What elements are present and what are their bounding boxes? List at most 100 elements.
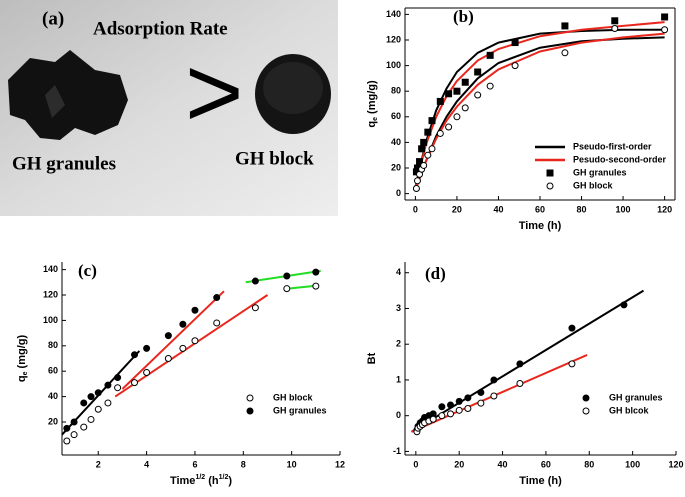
data-point: [63, 437, 71, 445]
y-tick-label: 140: [43, 264, 58, 274]
y-tick-label: 60: [48, 366, 58, 376]
legend-label: GH granules: [609, 392, 663, 402]
x-tick-label: 0: [413, 204, 418, 214]
x-tick-label: 20: [452, 204, 462, 214]
data-point: [143, 368, 151, 376]
data-point: [453, 113, 461, 121]
data-point: [420, 161, 428, 169]
panel-label: (c): [78, 261, 97, 280]
x-tick-label: 20: [454, 459, 464, 469]
y-tick-label: 40: [391, 137, 401, 147]
y-tick-label: 80: [391, 86, 401, 96]
axis-title-part: (mg/g): [16, 335, 28, 372]
y-tick-label: 0: [396, 410, 401, 420]
block-top: [263, 62, 323, 114]
data-point: [436, 129, 444, 137]
data-point: [516, 380, 524, 388]
axis-title-part: e: [372, 117, 379, 121]
y-tick-label: 3: [396, 303, 401, 313]
x-tick-label: 80: [577, 204, 587, 214]
data-point: [428, 145, 436, 153]
data-point: [490, 392, 498, 400]
data-point: [80, 399, 88, 407]
data-point: [474, 91, 482, 99]
fit-line: [414, 32, 665, 191]
data-point: [251, 277, 259, 285]
axis-title-part: Time (h): [519, 220, 562, 232]
axis-title-part: e: [22, 371, 29, 375]
y-tick-label: 20: [48, 416, 58, 426]
data-point: [511, 62, 519, 70]
y-tick-label: 80: [48, 340, 58, 350]
axis-title-part: Bt: [366, 352, 378, 364]
data-point: [191, 306, 199, 314]
x-tick-label: 120: [668, 459, 683, 469]
y-tick-label: 120: [386, 34, 401, 44]
axis-title-part: q: [16, 375, 28, 382]
legend-label: GH granules: [573, 167, 627, 177]
data-point: [455, 397, 463, 405]
data-point: [474, 68, 482, 76]
data-point: [412, 184, 420, 192]
data-point: [143, 344, 151, 352]
data-point: [490, 376, 498, 384]
data-point: [568, 360, 576, 368]
legend-label: GH block: [273, 392, 314, 402]
axis-title-part: 1/2: [219, 474, 229, 481]
axis-title: qe (mg/g): [16, 335, 29, 383]
y-tick-label: 100: [386, 60, 401, 70]
data-point: [511, 39, 519, 47]
data-point: [445, 90, 453, 98]
data-point: [131, 351, 139, 359]
data-point: [429, 415, 437, 423]
data-point: [114, 374, 122, 382]
data-point: [416, 158, 424, 166]
data-point: [582, 394, 590, 402]
panel-label: (d): [425, 264, 446, 283]
data-point: [251, 304, 259, 312]
photo-caption: GH granules: [12, 153, 116, 174]
data-point: [114, 384, 122, 392]
x-tick-label: 2: [96, 459, 101, 469]
data-point: [461, 78, 469, 86]
photo-panel: (a) Adsorption Rate > GH granules GH blo…: [0, 0, 338, 216]
data-point: [179, 344, 187, 352]
legend-label: GH block: [573, 180, 614, 190]
legend-label: Pseudo-first-order: [573, 141, 652, 151]
data-point: [455, 406, 463, 414]
x-tick-label: 60: [541, 459, 551, 469]
granules-object: [8, 50, 128, 140]
data-point: [486, 51, 494, 59]
data-point: [191, 337, 199, 345]
axis-title-part: Time: [170, 475, 195, 487]
axis-title-part: q: [366, 121, 378, 128]
data-point: [661, 26, 669, 34]
data-point: [464, 394, 472, 402]
data-point: [312, 282, 320, 290]
x-tick-label: 100: [625, 459, 640, 469]
data-point: [516, 360, 524, 368]
data-point: [445, 123, 453, 131]
data-point: [418, 145, 426, 153]
comparison-symbol: >: [185, 36, 243, 148]
legend-label: GH granules: [273, 405, 327, 415]
x-tick-label: 80: [584, 459, 594, 469]
fit-line: [411, 353, 588, 433]
y-tick-label: 140: [386, 9, 401, 19]
y-tick-label: -1: [393, 446, 401, 456]
axis-title: Time (h): [519, 220, 562, 232]
data-point: [413, 177, 421, 185]
y-tick-label: 0: [396, 188, 401, 198]
data-point: [87, 393, 95, 401]
y-tick-label: 120: [43, 289, 58, 299]
x-tick-label: 40: [498, 459, 508, 469]
y-tick-label: 20: [391, 162, 401, 172]
data-point: [438, 412, 446, 420]
x-tick-label: 0: [413, 459, 418, 469]
x-tick-label: 12: [335, 459, 345, 469]
data-point: [164, 355, 172, 362]
data-point: [424, 151, 432, 159]
axis-title: Time1/2 (h1/2): [170, 474, 232, 487]
data-point: [179, 320, 187, 328]
